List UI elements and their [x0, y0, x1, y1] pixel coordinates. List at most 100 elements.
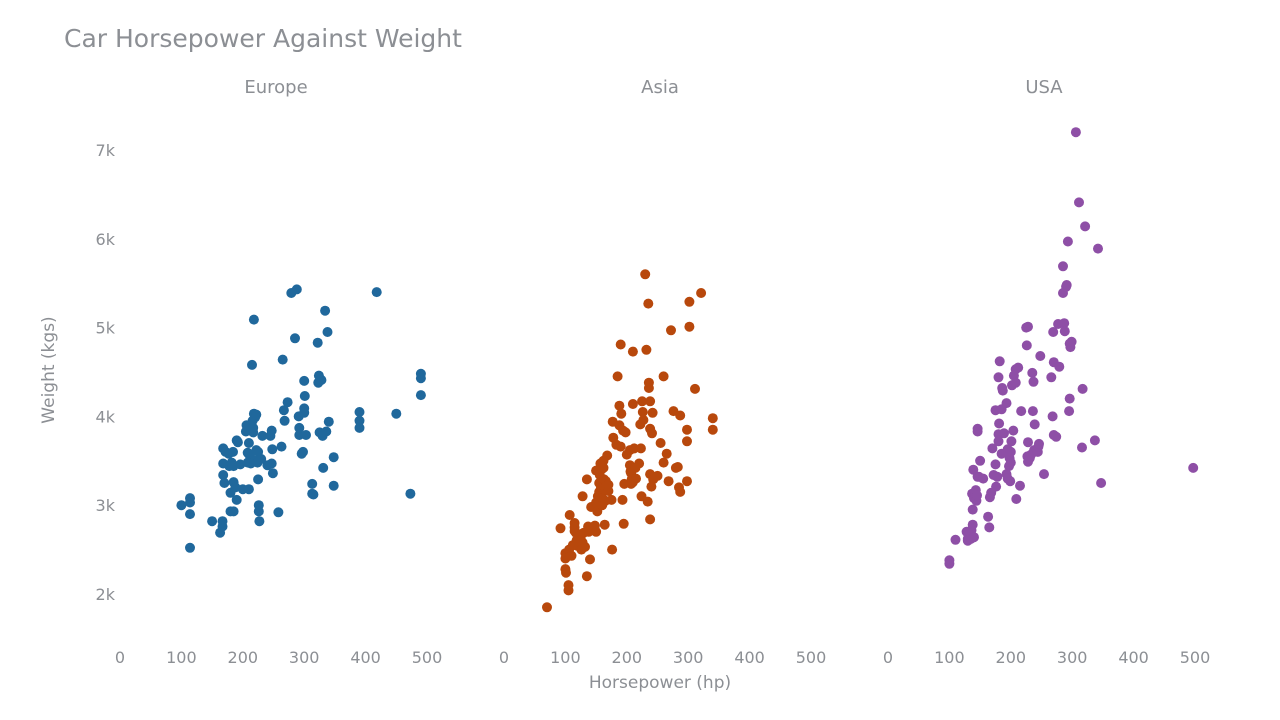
data-point [1093, 243, 1103, 254]
data-point [1061, 280, 1072, 290]
data-point [994, 418, 1005, 429]
data-point [983, 511, 994, 522]
data-point [627, 399, 638, 409]
data-point [658, 371, 669, 382]
data-point [253, 506, 264, 517]
data-point [969, 532, 979, 543]
data-point [682, 424, 692, 435]
x-tick-label: 0 [883, 648, 893, 667]
data-point [1062, 236, 1073, 247]
y-axis-label: Weight (kgs) [39, 316, 59, 423]
x-tick-label: 100 [166, 648, 197, 667]
facet-title: Asia [641, 77, 679, 98]
data-point [994, 356, 1005, 367]
data-point [323, 416, 334, 427]
data-point [290, 333, 300, 344]
data-point [291, 284, 302, 295]
data-point [1059, 326, 1070, 337]
data-point [247, 359, 257, 370]
data-point [967, 504, 978, 515]
data-point [1188, 462, 1199, 473]
data-point [684, 296, 695, 307]
data-point [1051, 431, 1062, 442]
data-point [672, 462, 683, 472]
data-point [1066, 336, 1077, 347]
data-point [987, 443, 998, 454]
data-point [254, 516, 265, 527]
data-point [218, 470, 229, 480]
data-point [1027, 367, 1038, 378]
data-point [641, 344, 652, 355]
x-tick-label: 300 [289, 648, 320, 667]
data-point [564, 510, 575, 520]
data-point [978, 473, 989, 484]
data-point [354, 415, 365, 426]
data-point [655, 438, 666, 448]
data-point [555, 523, 566, 534]
data-point [185, 509, 195, 520]
data-point [248, 422, 259, 433]
data-point [566, 550, 577, 561]
x-tick-label: 300 [1057, 648, 1088, 667]
x-tick-label: 100 [550, 648, 581, 667]
data-point [1048, 327, 1059, 337]
data-point [1064, 393, 1075, 404]
facet-title: USA [1025, 77, 1063, 98]
data-point [972, 490, 982, 501]
data-point [603, 479, 614, 490]
data-point [647, 407, 658, 418]
data-point [1047, 411, 1058, 422]
data-point [415, 373, 426, 384]
x-tick-label: 400 [734, 648, 765, 667]
data-point [299, 391, 310, 401]
data-point [635, 443, 646, 454]
data-point [637, 407, 648, 417]
data-point [645, 396, 656, 407]
data-point [627, 346, 638, 357]
data-point [992, 471, 1003, 482]
data-point [320, 305, 331, 316]
data-point [243, 438, 254, 448]
data-point [577, 491, 588, 502]
data-point [638, 415, 649, 425]
data-point [993, 372, 1004, 383]
data-point [1023, 321, 1033, 332]
data-point [675, 486, 686, 497]
data-point [602, 450, 613, 461]
data-point [267, 444, 278, 455]
data-point [616, 408, 627, 419]
data-point [228, 506, 239, 517]
data-point [185, 497, 195, 508]
data-point [299, 403, 310, 414]
data-point [1005, 446, 1016, 457]
y-tick-label: 5k [96, 319, 116, 338]
data-point [696, 288, 707, 298]
data-point [950, 534, 961, 545]
data-point [663, 476, 674, 487]
data-point [675, 410, 686, 421]
y-tick-label: 3k [96, 496, 116, 515]
data-point [253, 474, 264, 485]
data-point [658, 457, 669, 468]
data-point [618, 518, 629, 529]
data-point [282, 397, 293, 408]
facet-panel-asia: Asia 0 100 200 300 400 500 [499, 77, 826, 667]
y-axis-ticks: 2k 3k 4k 5k 6k 7k [96, 141, 116, 604]
y-tick-label: 6k [96, 230, 116, 249]
data-point [1080, 221, 1091, 232]
data-point [312, 337, 323, 348]
data-point [1028, 376, 1039, 387]
data-point [606, 494, 617, 505]
data-point [967, 519, 978, 530]
data-point [591, 526, 602, 537]
data-point [256, 454, 267, 464]
data-point [243, 484, 254, 495]
data-point [371, 287, 382, 298]
data-point [1059, 318, 1070, 329]
data-point [707, 424, 718, 435]
data-point [580, 541, 590, 552]
data-point [642, 496, 653, 507]
data-point [328, 480, 339, 491]
data-point [1010, 377, 1021, 388]
facet-panel-usa: USA 0 100 200 300 400 500 [883, 77, 1210, 667]
